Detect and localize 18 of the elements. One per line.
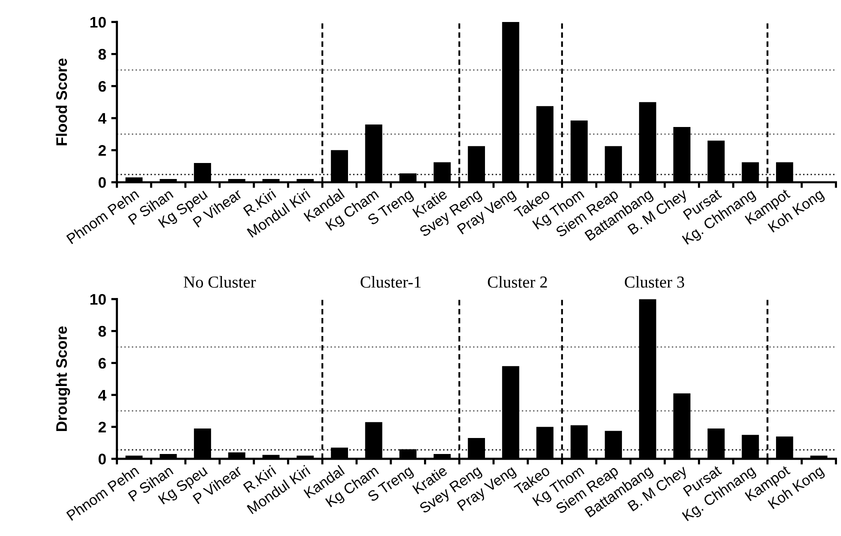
y-tick-label: 6 (98, 358, 106, 369)
y-tick-label: 8 (98, 48, 106, 60)
text: Cluster 2 (488, 276, 547, 288)
y-axis-title: Drought Score (56, 326, 70, 431)
y-tick-label: 6 (98, 80, 106, 92)
y-axis-title: Flood Score (56, 58, 68, 146)
y-tick-label: 0 (98, 177, 106, 188)
text: Cluster 3 (624, 276, 684, 288)
y-tick-label: 0 (98, 454, 106, 464)
y-tick-label: 2 (98, 422, 106, 432)
y-tick-label: 4 (98, 390, 106, 400)
y-tick-label: 2 (98, 145, 106, 156)
text: No Cluster (184, 276, 256, 288)
y-tick-label: 10 (90, 16, 106, 28)
y-tick-label: 4 (98, 113, 106, 124)
y-tick-label: 10 (90, 294, 106, 305)
text: Cluster-1 (360, 276, 421, 288)
y-tick-label: 8 (98, 326, 106, 337)
